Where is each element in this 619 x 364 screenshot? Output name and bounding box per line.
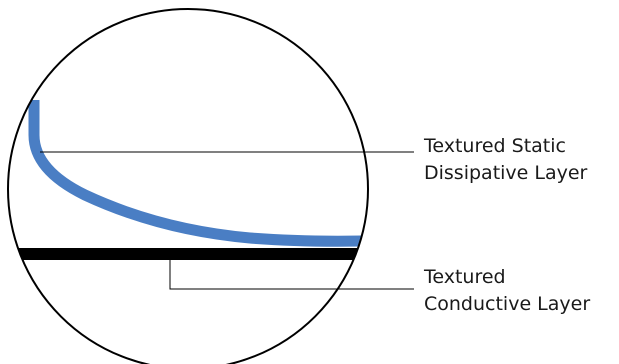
- conductive-layer-label: Textured Conductive Layer: [424, 264, 590, 318]
- conductive-leader-line: [169, 260, 414, 290]
- dissipative-layer-label: Textured Static Dissipative Layer: [424, 133, 587, 187]
- conductive-label-line1: Textured: [424, 266, 506, 288]
- conductive-layer-band: [8, 248, 368, 260]
- dissipative-label-line1: Textured Static: [424, 135, 566, 157]
- magnifier-circle: [7, 8, 369, 364]
- dissipative-layer-band: [28, 100, 363, 247]
- conductive-label-line2: Conductive Layer: [424, 293, 591, 315]
- dissipative-label-line2: Dissipative Layer: [424, 162, 588, 184]
